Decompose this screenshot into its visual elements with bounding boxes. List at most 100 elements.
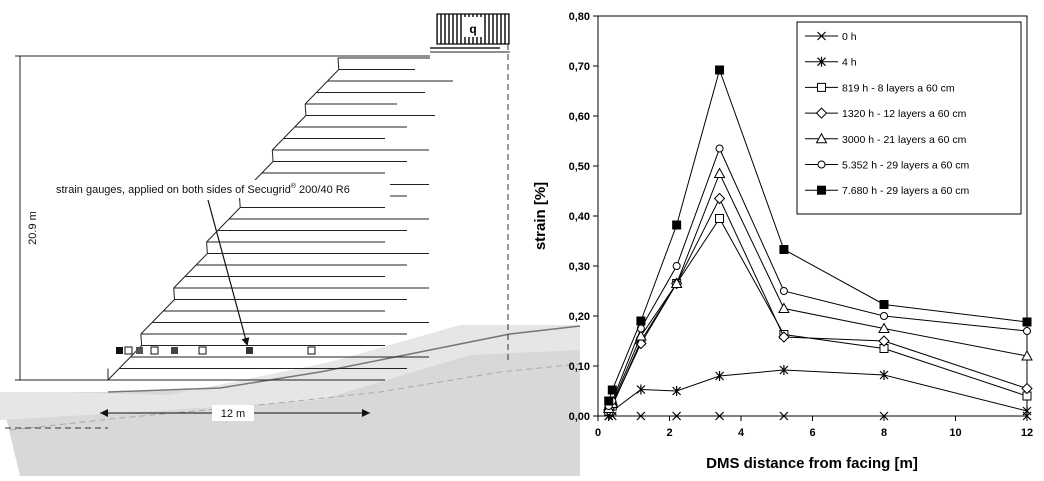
gauge-marker-3 [136,347,143,354]
facing-segment [271,138,284,151]
wall-cross-section: q 20.9 m strain gauges, applied on both … [0,13,581,476]
data-point [636,411,646,421]
gauge-marker-7 [246,347,253,354]
facing-segment [162,299,175,312]
y-axis: 0,00 0,10 0,20 0,30 0,40 0,50 0,60 0,70 0,80 [569,11,598,423]
y-tick-label: 0,20 [569,311,590,323]
gauge-marker-1 [116,347,123,354]
series-line [608,68,1028,402]
facing-segment [107,368,120,381]
data-point [880,312,888,320]
facing-segment [294,115,307,128]
facing-segment [118,356,131,369]
facing-segment [261,161,274,174]
x-tick-label: 12 [1021,427,1033,439]
data-point [815,132,828,144]
facing-segment [206,230,219,243]
gauge-annotation-main: strain gauges, applied on both sides of … [56,184,291,196]
data-point [715,411,724,421]
geogrid-layers [108,57,453,381]
y-tick-label: 0,80 [569,11,590,23]
data-point [672,262,681,270]
data-point [636,384,646,395]
facing-segment [315,80,328,93]
data-point [1022,406,1032,416]
facing-segment [228,207,241,220]
facing-segment [173,287,175,300]
facing-segment [184,264,197,277]
gauge-marker-5 [171,347,178,354]
x-axis: 0 2 4 6 8 10 12 [595,416,1033,439]
legend-box [796,21,1022,215]
data-point [779,365,789,375]
legend-label: 0 h [842,31,857,43]
facing-segment [206,241,208,254]
x-axis-label: DMS distance from facing [m] [706,455,918,472]
data-point [1022,317,1032,327]
data-point [1023,327,1031,335]
data-point [779,245,789,254]
series-4 [603,192,1033,416]
facing-segment [337,57,340,70]
legend-label: 7.680 h - 29 layers a 60 cm [842,185,969,197]
wall-facing [107,57,340,381]
data-point [715,144,724,153]
gauge-annotation: strain gauges, applied on both sides of … [56,182,350,196]
series-line [608,369,1028,417]
facing-segment [327,69,340,82]
height-dim-label: 20.9 m [27,211,39,245]
data-point [779,287,788,295]
data-point [1021,349,1033,361]
series-line [608,147,1028,407]
x-tick-label: 8 [881,427,887,439]
y-tick-label: 0,10 [569,361,590,373]
legend-label: 5.352 h - 29 layers a 60 cm [842,160,969,172]
gauge-annotation-tail: 200/40 R6 [296,184,350,196]
legend-label: 4 h [842,57,857,69]
x-tick-label: 2 [666,427,672,439]
x-tick-label: 6 [809,427,815,439]
y-tick-label: 0,60 [569,111,590,123]
strain-chart: 0,00 0,10 0,20 0,30 0,40 0,50 0,60 0,70 0,80 0 2 4… [532,11,1033,472]
y-axis-label: strain [%] [532,182,549,250]
facing-segment [271,149,274,162]
data-point [817,82,826,92]
data-point [879,411,889,421]
data-point [670,277,683,288]
legend-label: 819 h - 8 layers a 60 cm [842,82,955,94]
series-line [608,197,1028,411]
surcharge-label-bg [463,17,483,37]
series-2 [604,365,1032,421]
legend-entry: 1320 h - 12 layers a 60 cm [805,107,967,120]
x-tick-label: 4 [738,427,745,439]
gauge-annotation-bg [50,180,390,198]
facing-segment [195,253,208,266]
data-point [817,160,826,169]
width-dim-label-bg [212,405,254,421]
width-dim-label: 12 m [221,408,245,420]
gauge-marker-2 [124,346,133,355]
gauge-annotation-arrow [207,199,250,346]
facing-segment [217,218,230,231]
legend-entry: 3000 h - 21 layers a 60 cm [805,132,967,146]
foundation-line [107,325,581,393]
legend-entry: 0 h [805,31,857,43]
legend-entry: 819 h - 8 layers a 60 cm [805,82,955,94]
series-7 [604,65,1032,406]
x-tick-label: 10 [949,427,961,439]
legend: 0 h 4 h 819 h - 8 layers a 60 cm 1320 h - 1… [796,21,1022,215]
y-tick-label: 0,00 [569,411,590,423]
gauge-marker-8 [307,346,316,355]
width-dim-arrow-left [100,409,108,417]
series-1 [604,411,1032,421]
facing-segment [140,322,153,335]
x-tick-label: 0 [595,427,601,439]
gauge-annotation-sup: ® [291,182,297,190]
gauge-marker-6 [198,346,207,355]
y-tick-label: 0,30 [569,261,590,273]
facing-segment [140,333,143,346]
data-point [878,335,890,347]
data-point [604,396,614,406]
data-point [778,302,790,313]
